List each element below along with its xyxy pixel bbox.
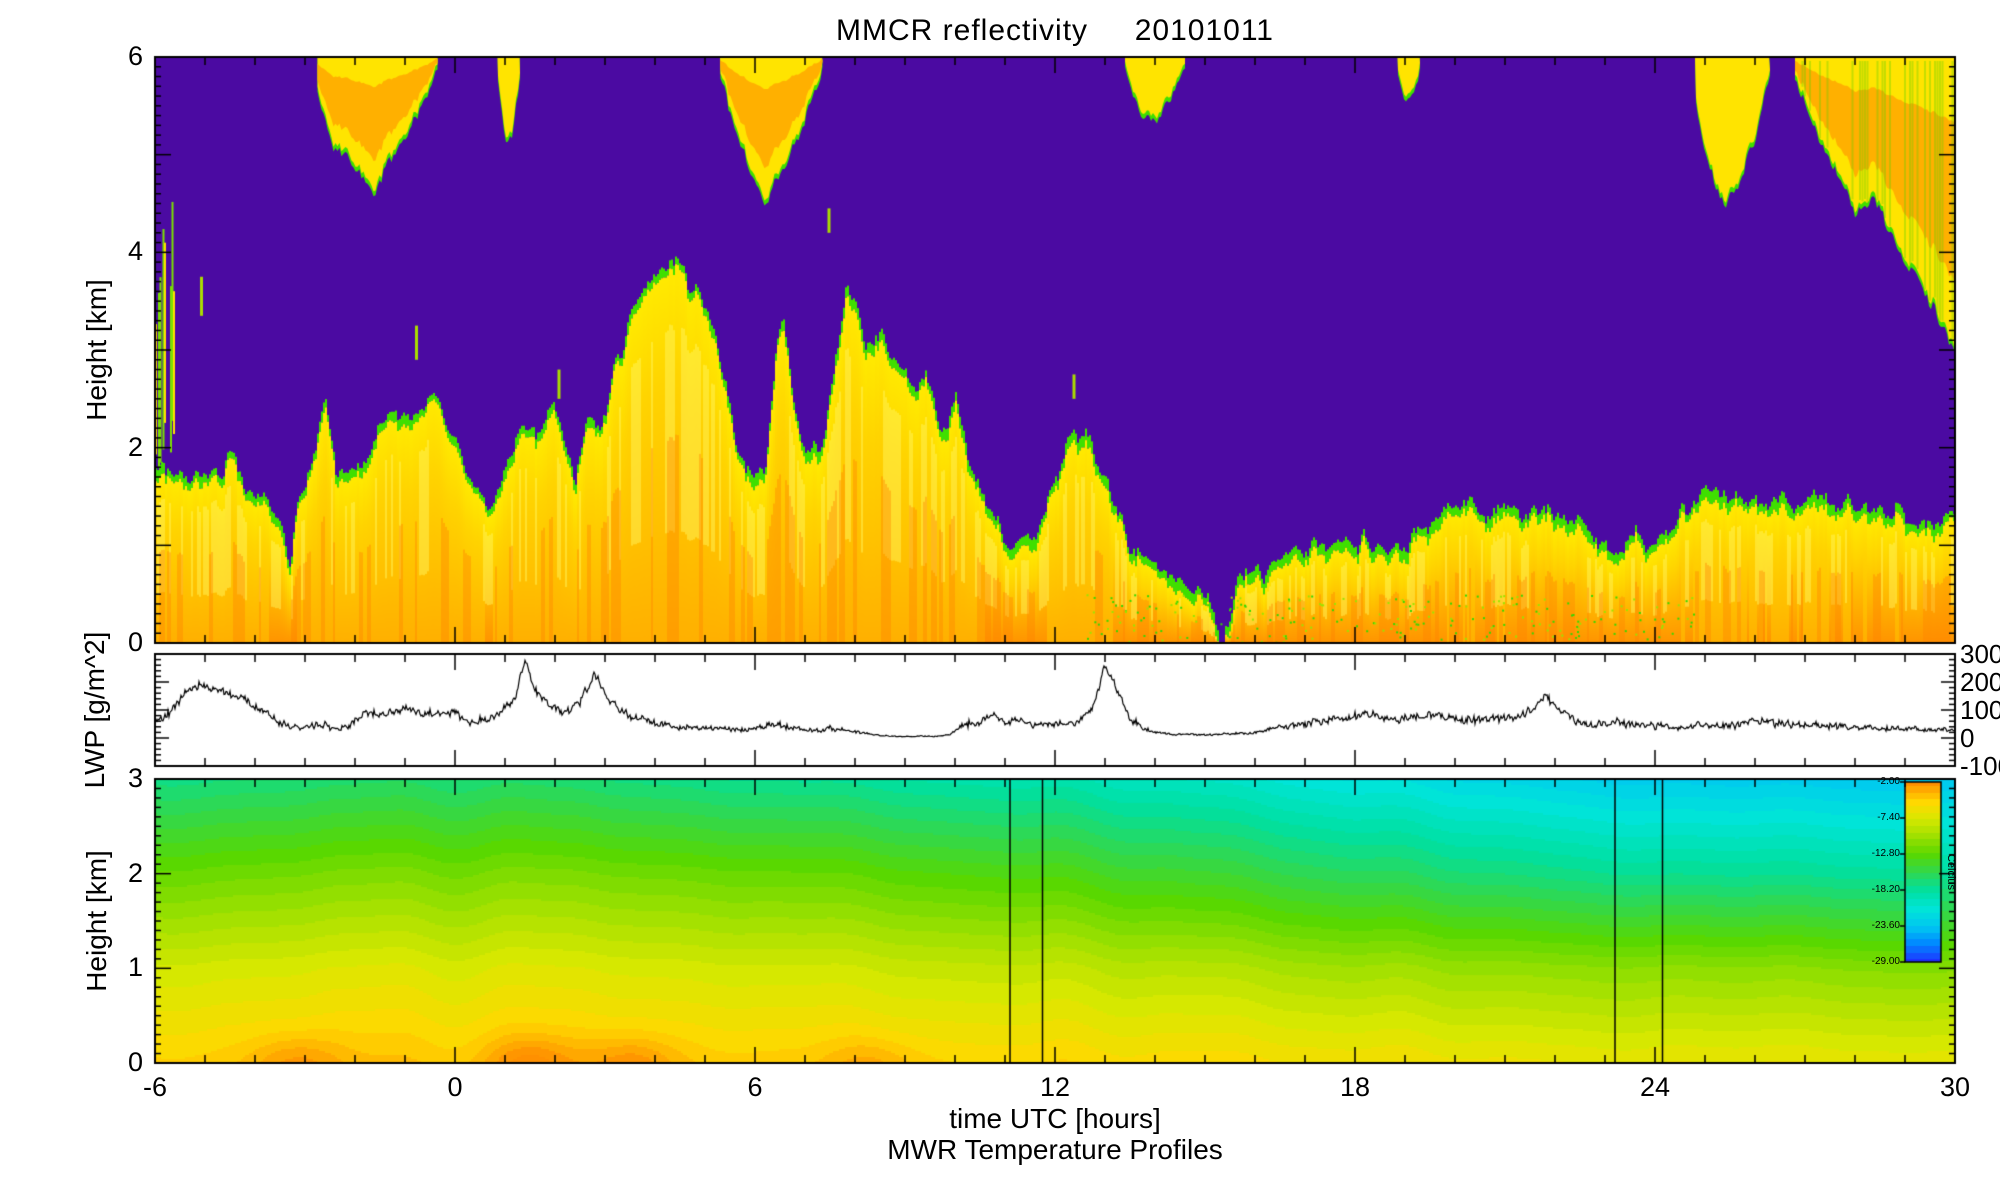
- lwp-y-tick-label: 200: [1960, 667, 2000, 697]
- colorbar-tick-label: -7.40: [1877, 812, 1900, 823]
- temperature-y-tick-label: 2: [127, 857, 143, 888]
- figure-subtitle: MWR Temperature Profiles: [887, 1134, 1223, 1165]
- x-tick-label: 0: [447, 1072, 463, 1102]
- reflectivity-y-axis-label: Height [km]: [81, 279, 112, 421]
- colorbar-tick-label: -29.00: [1871, 956, 1900, 967]
- x-tick-label: 18: [1339, 1072, 1371, 1102]
- lwp-y-tick-label: 100: [1960, 695, 2000, 725]
- temperature-y-tick-label: 1: [127, 952, 143, 983]
- lwp-y-tick-label: -100: [1960, 751, 2000, 781]
- x-tick-label: 12: [1039, 1072, 1071, 1102]
- colorbar-tick-label: -12.80: [1871, 848, 1900, 859]
- reflectivity-y-tick-label: 6: [127, 41, 143, 71]
- x-tick-label: 30: [1939, 1072, 1971, 1102]
- lwp-y-axis-label: LWP [g/m^2]: [79, 631, 110, 789]
- colorbar-unit-label: Celcius: [1945, 853, 1957, 891]
- x-axis-label: time UTC [hours]: [949, 1103, 1161, 1134]
- colorbar-tick-label: -18.20: [1871, 884, 1900, 895]
- temperature-y-tick-label: 3: [127, 763, 143, 793]
- reflectivity-y-tick-label: 4: [127, 236, 143, 267]
- temperature-y-tick-label: 0: [127, 1047, 143, 1077]
- colorbar-tick-label: -2.00: [1877, 776, 1900, 787]
- colorbar-tick-label: -23.60: [1871, 920, 1900, 931]
- chart-title: MMCR reflectivity 20101011: [836, 14, 1274, 47]
- temperature-y-axis-label: Height [km]: [81, 850, 112, 992]
- reflectivity-y-tick-label: 0: [127, 627, 143, 657]
- reflectivity-y-tick-label: 2: [127, 431, 143, 462]
- x-tick-label: 24: [1639, 1072, 1671, 1102]
- lwp-y-tick-label: 300: [1960, 639, 2000, 669]
- x-tick-label: 6: [747, 1072, 763, 1102]
- x-tick-label: -6: [142, 1072, 168, 1102]
- lwp-y-tick-label: 0: [1960, 723, 1975, 753]
